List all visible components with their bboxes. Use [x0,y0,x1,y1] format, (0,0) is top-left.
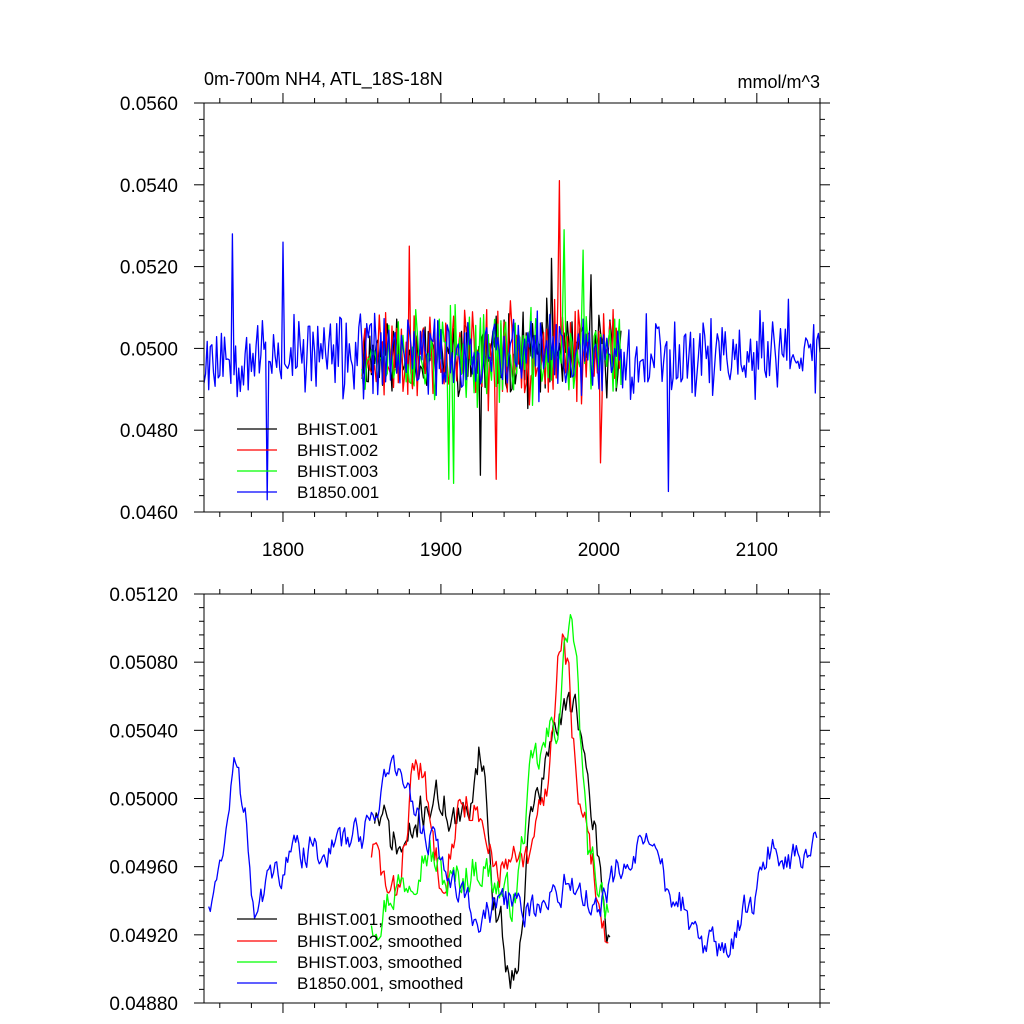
legend-label-bhist-002-smoothed: BHIST.002, smoothed [297,932,462,951]
top-panel-title: 0m-700m NH4, ATL_18S-18N [204,69,443,90]
x-tick-label: 1800 [262,540,304,561]
y-tick-label: 0.0540 [120,176,178,197]
plot-frame [203,102,821,513]
y-tick-label: 0.05000 [109,790,178,811]
y-tick-label: 0.05040 [109,721,178,742]
legend-label-bhist-001-smoothed: BHIST.001, smoothed [297,910,462,929]
y-tick-label: 0.05080 [109,653,178,674]
legend-label-b1850-001-smoothed: B1850.001, smoothed [297,974,463,993]
y-tick-label: 0.0520 [120,258,178,279]
bottom-axes: 0.04880 0.04920 0.04960 0.05000 0.05040 0.050… [109,584,830,1015]
legend-label-bhist-002: BHIST.002 [297,441,378,460]
x-tick-label: 2000 [578,540,620,561]
y-tick-label: 0.0480 [120,421,178,442]
legend-label-bhist-003-smoothed: BHIST.003, smoothed [297,953,462,972]
series-line-b1850-001 [204,233,820,501]
top-legend: BHIST.001 BHIST.002 BHIST.003 B1850.001 [237,420,379,502]
bottom-panel: 0.04880 0.04920 0.04960 0.05000 0.05040 0.050… [109,584,830,1015]
legend-label-bhist-003: BHIST.003 [297,462,378,481]
top-panel-units: mmol/m^3 [738,72,820,92]
series-line-bhist-003-smoothed [370,614,609,941]
top-axes: 0.0460 0.0480 0.0500 0.0520 0.0540 0.0560 1800… [120,93,830,561]
y-tick-label: 0.04880 [109,994,178,1015]
bottom-series-layer [208,614,818,989]
legend-label-bhist-001: BHIST.001 [297,420,378,439]
series-line-b1850-001-smoothed [208,754,818,958]
y-tick-label: 0.0560 [120,94,178,115]
bottom-legend: BHIST.001, smoothed BHIST.002, smoothed … [237,910,463,993]
x-tick-label: 2100 [736,540,778,561]
y-tick-label: 0.0460 [120,503,178,524]
series-line-bhist-002-smoothed [370,633,609,944]
y-tick-label: 0.04920 [109,926,178,947]
y-tick-label: 0.05120 [109,585,178,606]
y-tick-label: 0.0500 [120,339,178,360]
top-series-layer [204,180,820,501]
legend-label-b1850-001: B1850.001 [297,483,379,502]
x-tick-label: 1900 [420,540,462,561]
top-panel: 0m-700m NH4, ATL_18S-18N mmol/m^3 0.0460… [120,69,830,561]
y-tick-label: 0.04960 [109,858,178,879]
